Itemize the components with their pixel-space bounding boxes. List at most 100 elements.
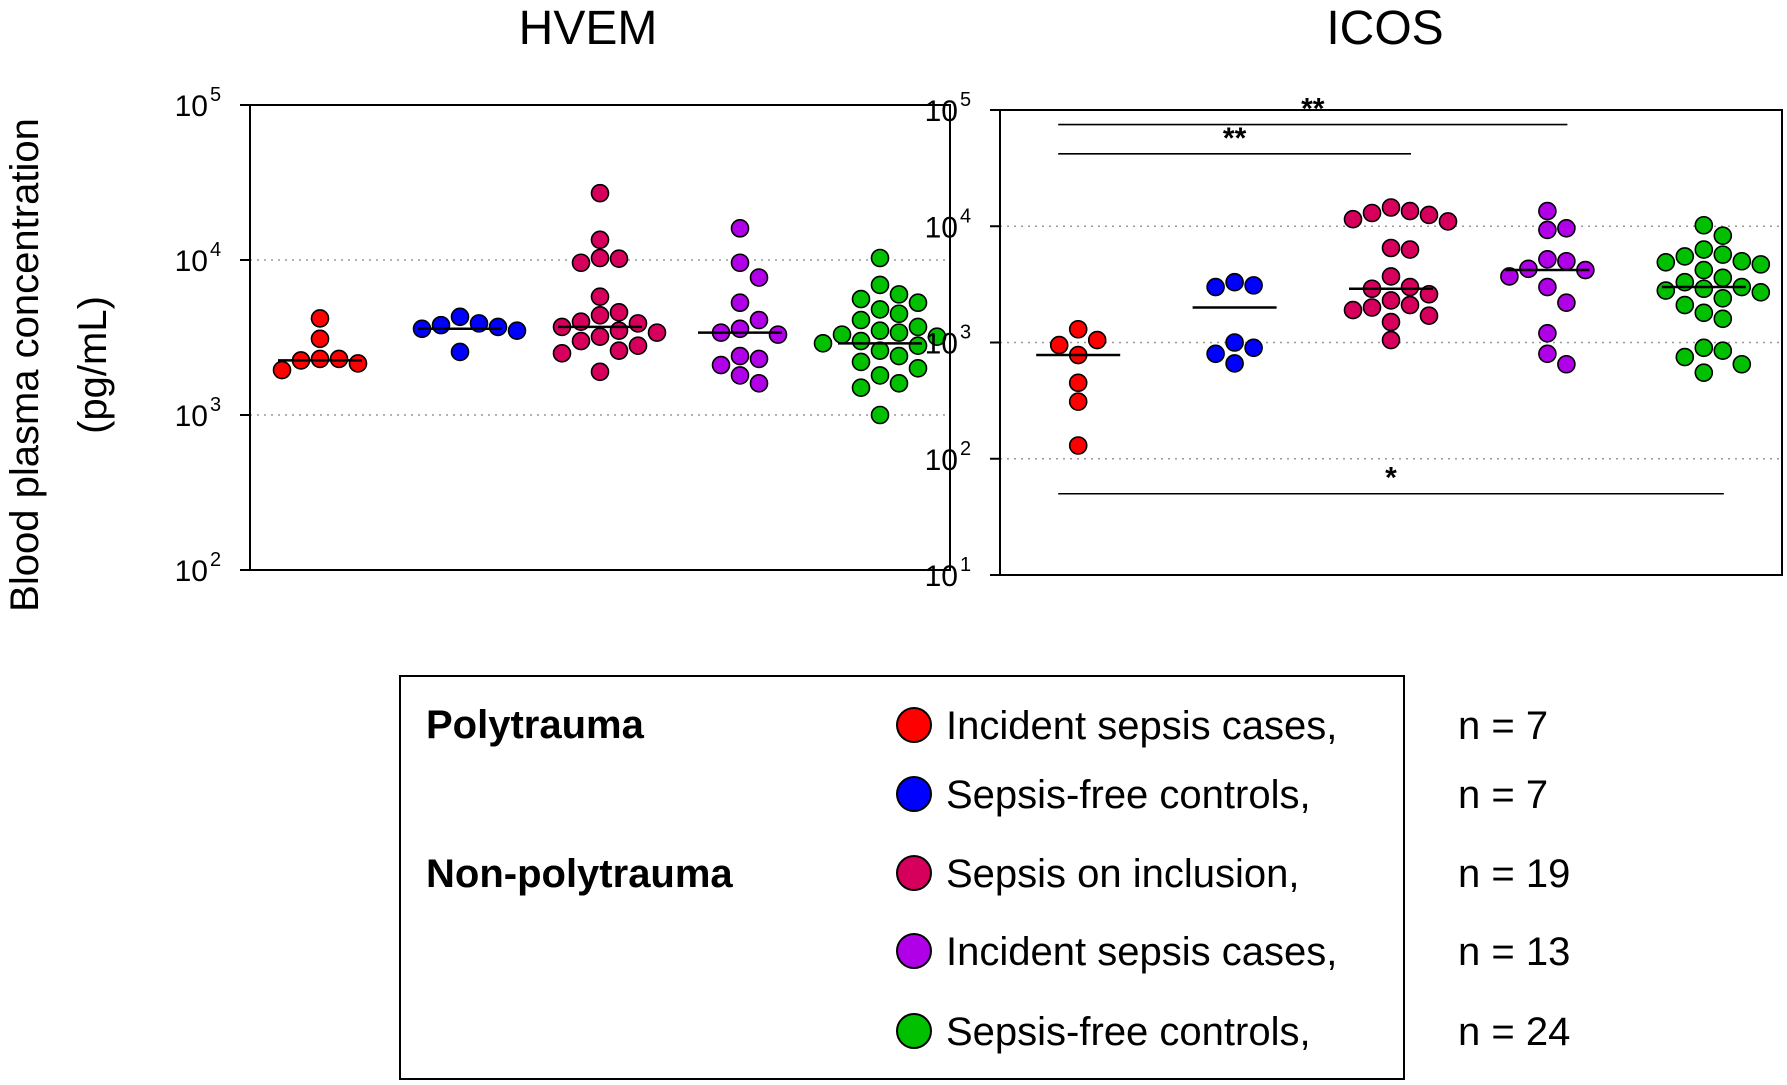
data-point (870, 300, 890, 319)
data-point (1419, 284, 1439, 304)
y-tick-exponent: 5 (960, 89, 971, 111)
legend-entry-pt-free: Sepsis-free controls, n = 7 (896, 773, 1548, 817)
data-point (1675, 347, 1695, 367)
data-point (1343, 209, 1363, 229)
data-point (1694, 260, 1714, 280)
data-point (870, 341, 890, 360)
y-tick-label: 10 (925, 444, 958, 477)
data-point (1694, 363, 1714, 382)
data-point (749, 310, 769, 330)
dot-group (552, 183, 667, 382)
y-tick-exponent: 5 (210, 84, 221, 106)
data-point (1694, 338, 1714, 358)
dot-group (412, 307, 527, 362)
data-point (1400, 201, 1420, 221)
significance-label: ** (1223, 122, 1247, 155)
data-point (1381, 267, 1401, 286)
data-point (590, 183, 610, 203)
data-point (1732, 354, 1752, 374)
data-point (1400, 277, 1420, 297)
data-point (1713, 289, 1733, 308)
data-point (1538, 344, 1557, 364)
y-tick-label: 10 (175, 555, 208, 588)
data-point (348, 354, 368, 373)
y-tick-exponent: 1 (960, 554, 971, 576)
data-point (1068, 373, 1088, 393)
data-point (590, 248, 610, 268)
data-point (590, 287, 610, 306)
data-point (749, 374, 769, 393)
data-point (927, 327, 947, 347)
data-point (1713, 341, 1733, 361)
data-point (832, 325, 852, 344)
data-point (450, 307, 470, 327)
data-point (1557, 219, 1576, 238)
data-point (1087, 330, 1107, 350)
data-point (1538, 249, 1557, 269)
data-point (1713, 268, 1733, 288)
data-point (1068, 392, 1088, 411)
data-point (1419, 306, 1439, 326)
data-point (1500, 267, 1519, 286)
data-point (749, 349, 769, 369)
data-point (1732, 251, 1752, 271)
data-point (590, 362, 610, 382)
y-tick-label: 10 (925, 328, 958, 361)
data-point (590, 305, 610, 325)
data-point (851, 310, 871, 330)
y-tick-exponent: 2 (960, 438, 971, 460)
data-point (310, 349, 330, 369)
data-point (1751, 283, 1771, 302)
data-point (552, 344, 572, 363)
data-point (272, 360, 292, 380)
dot-group (1036, 319, 1121, 455)
data-point (730, 219, 750, 238)
data-point (1206, 344, 1225, 364)
data-point (870, 366, 890, 385)
data-point (1225, 333, 1244, 352)
plot-frame (249, 104, 951, 571)
data-point (1538, 323, 1557, 343)
data-point (1675, 295, 1695, 315)
data-point (1656, 252, 1676, 272)
data-point (1538, 201, 1557, 221)
data-point (870, 405, 890, 425)
data-point (730, 293, 750, 313)
data-point (1400, 240, 1420, 259)
data-point (1438, 212, 1458, 231)
data-point (908, 317, 928, 337)
data-point (1206, 277, 1225, 297)
data-point (571, 253, 591, 273)
data-point (1557, 354, 1576, 374)
data-point (1225, 272, 1244, 292)
legend-count: n = 19 (1458, 852, 1570, 896)
y-axis-label-line1: Blood plasma concentration (3, 118, 47, 612)
data-point (571, 331, 591, 351)
data-point (628, 314, 648, 333)
data-point (647, 323, 667, 342)
dot-group (272, 309, 368, 380)
data-point (507, 321, 527, 340)
data-point (889, 374, 909, 393)
dot-group (698, 219, 788, 393)
legend-marker (896, 1013, 932, 1049)
data-point (908, 336, 928, 355)
data-point (590, 230, 610, 250)
data-point (1400, 295, 1420, 315)
y-tick-label: 10 (925, 211, 958, 244)
data-point (310, 329, 330, 349)
significance-label: * (1385, 462, 1397, 495)
data-point (730, 253, 750, 273)
data-point (813, 334, 833, 353)
data-point (1049, 335, 1069, 355)
data-point (1675, 247, 1695, 266)
legend-entry-npt-free: Sepsis-free controls, n = 24 (896, 1010, 1570, 1054)
data-point (1381, 291, 1401, 310)
data-point (870, 248, 890, 268)
dot-group (1656, 215, 1771, 382)
data-point (1381, 330, 1401, 350)
data-point (1751, 255, 1771, 274)
legend-header-non-polytrauma: Non-polytrauma (426, 852, 733, 896)
